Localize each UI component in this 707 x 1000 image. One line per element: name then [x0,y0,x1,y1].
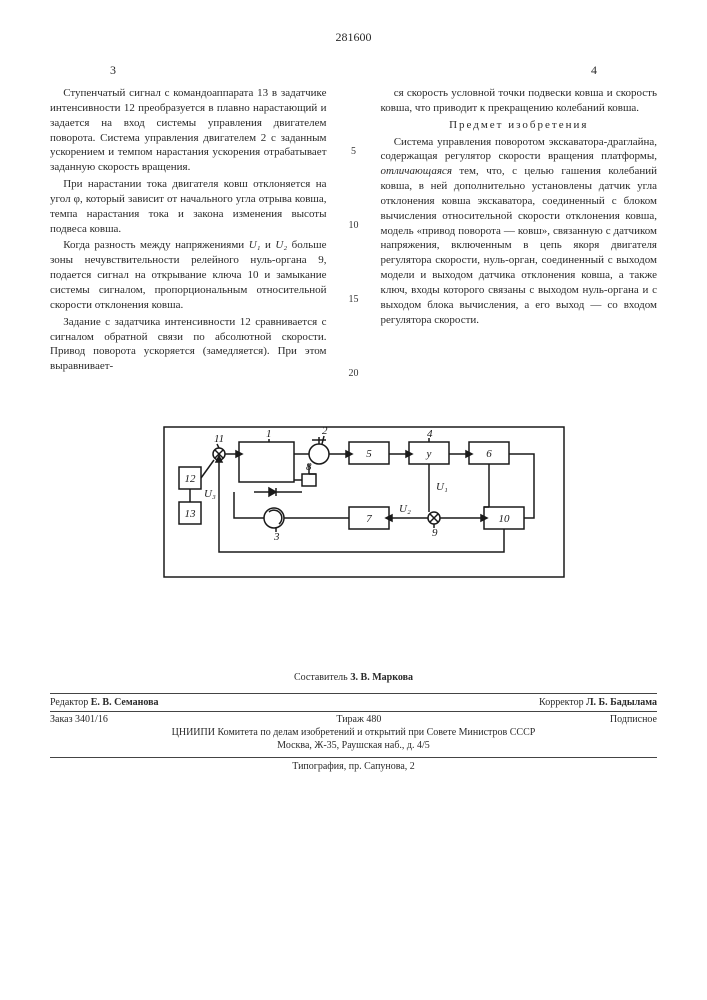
org-line-1: ЦНИИПИ Комитета по делам изобретений и о… [50,727,657,738]
page-num-left: 3 [110,63,116,78]
editor: Редактор Е. В. Семанова [50,697,159,708]
right-p2a: Система управления поворотом экскаватора… [381,136,658,163]
editors-line: Редактор Е. В. Семанова Корректор Л. Б. … [50,693,657,712]
left-p3b: и [260,239,275,251]
svg-text:U₂: U₂ [399,503,411,515]
typography-line: Типография, пр. Сапунова, 2 [50,757,657,772]
svg-text:7: 7 [366,513,372,525]
corrector-label: Корректор [539,697,586,708]
left-column: Ступенчатый сигнал с командоаппарата 13 … [50,86,327,382]
compiler-line: Составитель З. В. Маркова [50,672,657,683]
symbol-u2: U₂ [275,239,287,251]
page-num-right: 4 [591,63,597,78]
footer: Составитель З. В. Маркова Редактор Е. В.… [50,672,657,772]
line-5: 5 [347,145,361,160]
svg-text:10: 10 [498,513,510,525]
right-p1: ся скорость условной точки подвески ковш… [381,86,658,116]
right-p2: Система управления поворотом экскаватора… [381,135,658,328]
left-p1: Ступенчатый сигнал с командоаппарата 13 … [50,86,327,175]
line-20: 20 [347,367,361,382]
order-line: Заказ 3401/16 Тираж 480 Подписное [50,714,657,725]
page: 281600 3 4 Ступенчатый сигнал с командоа… [0,0,707,1000]
line-10: 10 [347,219,361,234]
svg-text:8: 8 [306,461,312,473]
line-numbers: 5 10 15 20 [347,86,361,382]
symbol-u1: U₁ [249,239,261,251]
editor-label: Редактор [50,697,91,708]
corrector: Корректор Л. Б. Бадылама [539,697,657,708]
patent-number: 281600 [50,30,657,45]
svg-text:13: 13 [184,508,196,520]
svg-text:1: 1 [266,428,272,440]
svg-text:4: 4 [427,428,433,440]
left-p3: Когда разность между напряжениями U₁ и U… [50,238,327,312]
svg-text:5: 5 [366,448,372,460]
svg-text:9: 9 [432,527,438,539]
right-p2b: тем, что, с целью гашения колебаний ковш… [381,165,658,325]
corrector-name: Л. Б. Бадылама [586,697,657,708]
svg-text:11: 11 [214,433,224,445]
svg-text:U₁: U₁ [436,481,448,493]
right-p2-ital: отличающаяся [381,165,452,177]
svg-text:12: 12 [184,473,196,485]
svg-text:6: 6 [486,448,492,460]
order-no: Заказ 3401/16 [50,714,108,725]
compiler-name: З. В. Маркова [350,672,413,683]
tiraz: Тираж 480 [336,714,381,725]
editor-name: Е. В. Семанова [91,697,159,708]
left-p4: Задание с задатчика интенсивности 12 сра… [50,315,327,374]
page-numbers: 3 4 [110,63,597,78]
line-15: 15 [347,293,361,308]
right-column: ся скорость условной точки подвески ковш… [381,86,658,382]
svg-text:U₃: U₃ [204,488,216,500]
left-p3a: Когда разность между напряжениями [63,239,249,251]
org-line-2: Москва, Ж-35, Раушская наб., д. 4/5 [50,740,657,751]
left-p2: При нарастании тока двигателя ковш откло… [50,177,327,236]
svg-text:3: 3 [273,531,280,543]
svg-text:y: y [425,448,431,460]
circuit-diagram: 5 y 6 7 10 12 13 [50,412,657,602]
signed: Подписное [610,714,657,725]
subject-heading: Предмет изобретения [381,118,658,133]
diagram-svg: 5 y 6 7 10 12 13 [124,412,584,602]
compiler-label: Составитель [294,672,350,683]
text-columns: Ступенчатый сигнал с командоаппарата 13 … [50,86,657,382]
svg-text:2: 2 [322,425,328,437]
